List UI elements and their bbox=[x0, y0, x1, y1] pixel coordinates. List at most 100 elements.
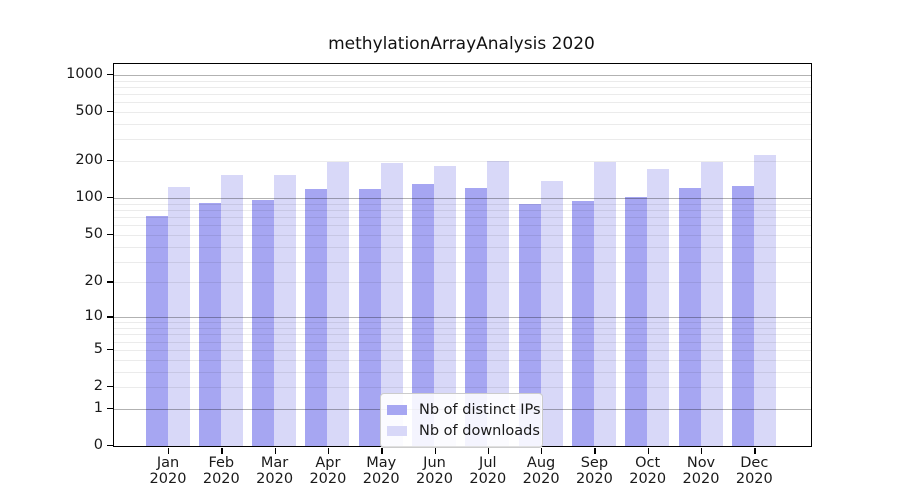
y-tick-mark bbox=[107, 233, 113, 236]
x-tick-mark bbox=[594, 448, 596, 454]
y-tick-mark bbox=[107, 316, 113, 318]
gridline-minor bbox=[114, 261, 811, 263]
y-tick-mark bbox=[107, 407, 113, 410]
x-tick-mark bbox=[487, 448, 490, 454]
bar-distinct-ips bbox=[465, 188, 488, 446]
gridline-minor bbox=[114, 217, 811, 218]
bar-downloads bbox=[220, 174, 243, 446]
gridline-minor bbox=[114, 102, 811, 104]
x-tick-label: Mar 2020 bbox=[256, 455, 294, 487]
bar-downloads bbox=[167, 187, 190, 446]
bar-downloads bbox=[487, 160, 510, 446]
y-tick-label: 5 bbox=[93, 340, 103, 357]
bar-distinct-ips bbox=[518, 203, 541, 446]
gridline-minor bbox=[114, 328, 811, 329]
y-tick-label: 100 bbox=[75, 189, 103, 206]
gridline-minor bbox=[114, 234, 811, 236]
x-tick-label: May 2020 bbox=[362, 455, 400, 487]
bar-distinct-ips bbox=[731, 185, 754, 446]
bar-downloads bbox=[274, 175, 297, 446]
bar-distinct-ips bbox=[145, 216, 168, 446]
y-tick-label: 2 bbox=[93, 378, 103, 394]
gridline-minor bbox=[114, 334, 811, 336]
gridline-minor bbox=[114, 349, 811, 351]
gridline-minor bbox=[114, 209, 811, 211]
y-tick-label: 0 bbox=[93, 437, 103, 453]
bar-distinct-ips bbox=[252, 199, 275, 446]
gridline-minor bbox=[114, 124, 811, 125]
gridline-minor bbox=[114, 203, 811, 205]
x-tick-label: Apr 2020 bbox=[309, 455, 347, 487]
gridline-minor bbox=[114, 139, 811, 141]
y-tick-label: 1 bbox=[93, 399, 103, 416]
x-tick-mark bbox=[327, 448, 330, 454]
x-tick-label: Jul 2020 bbox=[469, 455, 507, 487]
gridline-major bbox=[114, 198, 811, 200]
y-tick-mark bbox=[107, 386, 113, 388]
gridline-minor bbox=[114, 80, 811, 82]
gridline-minor bbox=[114, 94, 811, 95]
bar-downloads bbox=[540, 180, 563, 446]
x-tick-mark bbox=[754, 448, 756, 454]
y-tick-mark bbox=[107, 160, 113, 162]
y-tick-label: 500 bbox=[75, 103, 103, 119]
legend-swatch-distinct-ips bbox=[387, 404, 407, 415]
bar-distinct-ips bbox=[198, 202, 221, 446]
y-tick-mark bbox=[107, 348, 113, 351]
chart-title: methylationArrayAnalysis 2020 bbox=[328, 34, 595, 54]
gridline-minor bbox=[114, 161, 811, 163]
bar-distinct-ips bbox=[358, 188, 381, 446]
gridline-minor bbox=[114, 371, 811, 373]
legend-label-downloads: Nb of downloads bbox=[419, 422, 540, 439]
gridline-minor bbox=[114, 341, 811, 343]
gridline-minor bbox=[114, 86, 811, 88]
legend-item-distinct-ips: Nb of distinct IPs bbox=[387, 399, 541, 420]
y-tick-mark bbox=[107, 197, 113, 199]
bar-distinct-ips bbox=[625, 197, 648, 446]
x-tick-mark bbox=[221, 448, 223, 454]
bar-downloads bbox=[327, 161, 350, 446]
gridline-minor bbox=[114, 322, 811, 324]
y-tick-mark bbox=[107, 73, 113, 76]
gridline-major bbox=[114, 74, 811, 76]
y-tick-mark bbox=[107, 281, 113, 283]
plot-area bbox=[113, 63, 812, 447]
gridline-major bbox=[114, 317, 811, 319]
y-tick-label: 20 bbox=[84, 273, 103, 290]
x-tick-mark bbox=[647, 448, 650, 454]
gridline-minor bbox=[114, 359, 811, 361]
bar-downloads bbox=[434, 165, 456, 446]
gridline-minor bbox=[114, 112, 811, 113]
x-tick-label: Jun 2020 bbox=[416, 455, 453, 487]
x-tick-label: Sep 2020 bbox=[575, 455, 613, 487]
y-tick-label: 1000 bbox=[66, 65, 103, 82]
legend-swatch-downloads bbox=[387, 425, 407, 436]
x-tick-mark bbox=[434, 448, 436, 454]
y-tick-mark bbox=[107, 445, 113, 447]
bar-distinct-ips bbox=[412, 184, 434, 446]
x-tick-label: Oct 2020 bbox=[629, 455, 667, 487]
gridline-minor bbox=[114, 282, 811, 284]
legend: Nb of distinct IPs Nb of downloads bbox=[380, 393, 543, 448]
x-tick-mark bbox=[168, 448, 170, 454]
x-tick-mark bbox=[274, 448, 276, 454]
x-tick-label: Jan 2020 bbox=[149, 455, 187, 487]
y-tick-mark bbox=[107, 111, 113, 113]
gridline-minor bbox=[114, 387, 811, 388]
x-tick-label: Feb 2020 bbox=[202, 455, 240, 487]
bar-downloads bbox=[593, 161, 616, 446]
bar-distinct-ips bbox=[571, 201, 594, 446]
x-tick-mark bbox=[701, 448, 703, 454]
x-tick-mark bbox=[541, 448, 543, 454]
x-tick-mark bbox=[381, 448, 383, 454]
bar-downloads bbox=[380, 163, 403, 446]
y-tick-label: 200 bbox=[75, 152, 103, 169]
gridline-minor bbox=[114, 246, 811, 248]
legend-label-distinct-ips: Nb of distinct IPs bbox=[419, 401, 541, 418]
gridline-minor bbox=[114, 225, 811, 227]
bar-downloads bbox=[700, 161, 723, 446]
y-tick-label: 50 bbox=[84, 225, 103, 242]
x-tick-label: Dec 2020 bbox=[735, 455, 773, 487]
y-tick-label: 10 bbox=[84, 308, 103, 325]
